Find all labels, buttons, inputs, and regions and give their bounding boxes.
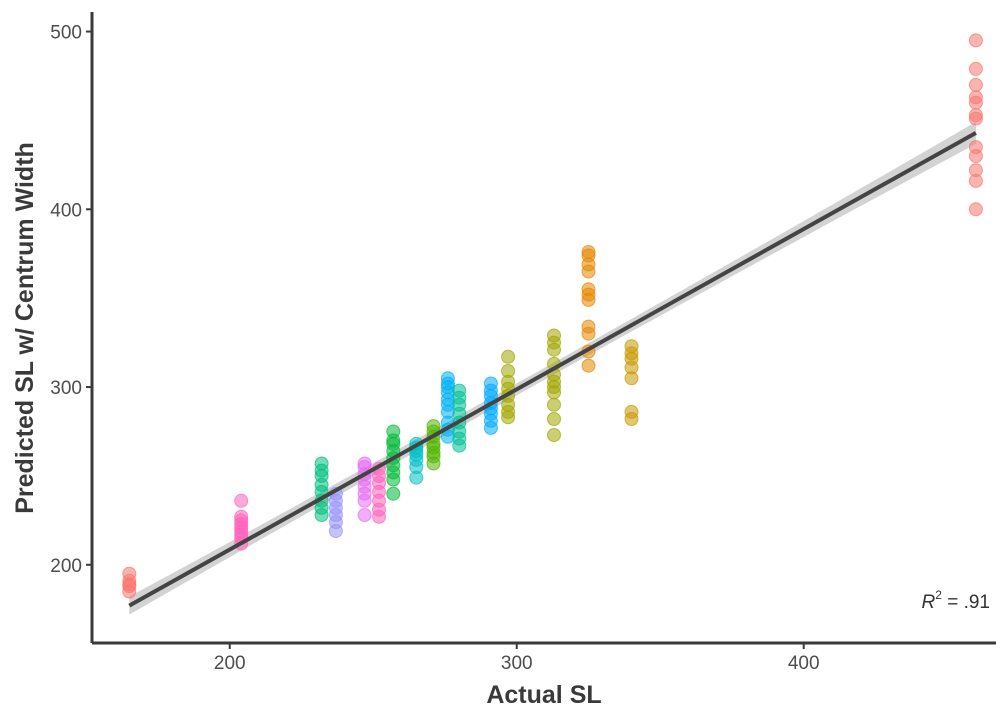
data-point <box>581 358 596 373</box>
data-point <box>968 90 983 105</box>
data-point <box>122 579 137 594</box>
data-point <box>968 163 983 178</box>
data-point <box>581 245 596 259</box>
data-point <box>581 319 596 334</box>
data-point <box>624 339 639 354</box>
data-point <box>501 364 516 378</box>
data-point <box>122 566 137 581</box>
data-point <box>547 428 561 442</box>
r-squared-annotation: R2 = .91 <box>922 588 991 613</box>
ticks-layer: 200 300 400 200 300 400 500 <box>50 23 819 674</box>
r-squared-symbol: R <box>922 592 936 613</box>
data-point <box>452 383 467 398</box>
points-layer <box>122 33 983 599</box>
y-tick-label: 500 <box>50 23 82 44</box>
data-point <box>968 108 983 123</box>
data-point <box>234 493 249 508</box>
data-point <box>968 140 983 155</box>
data-point <box>547 328 561 343</box>
y-tick-label: 400 <box>50 200 82 221</box>
data-point <box>357 508 372 522</box>
data-point <box>968 202 983 217</box>
x-tick-label: 400 <box>788 653 820 674</box>
data-point <box>314 456 329 471</box>
data-point <box>547 397 561 412</box>
r-squared-value: = .91 <box>942 592 990 613</box>
x-tick-label: 200 <box>214 653 246 674</box>
data-point <box>501 349 516 364</box>
data-point <box>581 282 596 297</box>
data-point <box>968 77 983 92</box>
y-tick-label: 200 <box>50 556 82 577</box>
regression-line <box>128 131 977 608</box>
axes-layer <box>90 12 996 645</box>
y-axis-title: Predicted SL w/ Centrum Width <box>11 142 39 514</box>
data-point <box>386 486 401 501</box>
data-point <box>547 412 561 426</box>
r-squared-exponent: 2 <box>935 588 942 602</box>
data-point <box>624 404 639 419</box>
data-point <box>357 456 372 471</box>
data-point <box>440 371 455 386</box>
data-point <box>968 61 983 76</box>
data-point <box>968 33 983 48</box>
data-point <box>234 509 249 524</box>
fit-line-layer <box>128 131 977 608</box>
x-axis-title: Actual SL <box>486 681 601 709</box>
y-tick-label: 300 <box>50 378 82 399</box>
x-tick-label: 300 <box>501 653 533 674</box>
data-point <box>386 424 401 439</box>
data-point <box>483 376 498 391</box>
data-point <box>426 419 441 434</box>
